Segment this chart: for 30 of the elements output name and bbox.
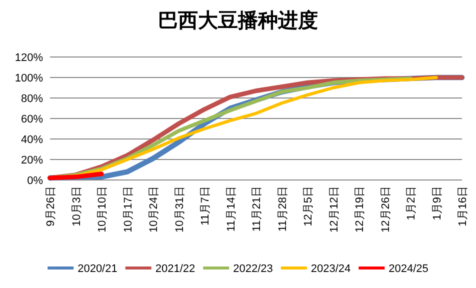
legend-label: 2024/25 [388, 263, 428, 275]
y-tick-label: 0% [27, 175, 44, 187]
x-tick-label: 11月7日 [200, 186, 212, 226]
x-tick-label: 12月12日 [328, 186, 340, 232]
legend-label: 2023/24 [310, 263, 351, 275]
legend-label: 2021/22 [155, 263, 196, 275]
x-tick-label: 11月14日 [225, 186, 238, 232]
y-tick-label: 120% [14, 52, 44, 64]
y-tick-label: 100% [14, 72, 44, 84]
x-tick-label: 11月28日 [276, 186, 289, 232]
x-tick-label: 9月26日 [45, 186, 57, 226]
legend-label: 2022/23 [233, 263, 273, 275]
x-tick-label: 10月10日 [96, 186, 108, 232]
x-tick-label: 10月17日 [122, 186, 134, 232]
chart-title: 巴西大豆播种进度 [158, 9, 318, 32]
legend-label: 2020/21 [78, 263, 118, 275]
y-tick-label: 80% [20, 93, 44, 105]
y-tick-label: 40% [20, 134, 44, 146]
x-tick-label: 1月2日 [406, 186, 418, 220]
x-tick-label: 12月19日 [354, 186, 366, 232]
x-tick-label: 10月31日 [174, 186, 186, 232]
x-tick-label: 10月24日 [148, 186, 160, 232]
x-tick-label: 12月5日 [302, 186, 314, 226]
y-tick-label: 60% [20, 114, 44, 126]
y-tick-label: 20% [20, 154, 44, 166]
x-tick-label: 1月16日 [457, 186, 469, 226]
x-tick-label: 1月9日 [431, 186, 444, 220]
x-tick-label: 11月21日 [251, 186, 263, 232]
x-tick-label: 12月26日 [380, 186, 392, 232]
x-tick-label: 10月3日 [70, 186, 83, 226]
